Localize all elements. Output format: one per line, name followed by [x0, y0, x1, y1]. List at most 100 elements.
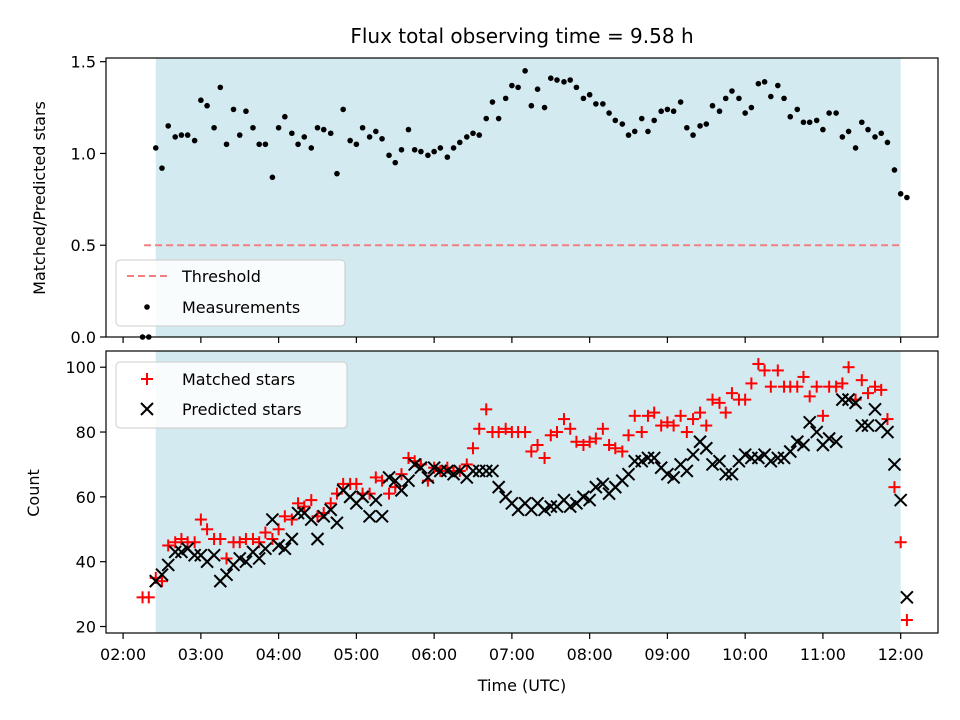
measurement-point: [787, 113, 794, 120]
matched-star-point: [259, 526, 272, 539]
predicted-star-point: [725, 467, 739, 481]
matched-star-point: [641, 409, 654, 422]
measurement-point: [684, 124, 690, 131]
measurement-point: [152, 145, 159, 151]
measurement-point: [709, 102, 716, 109]
predicted-star-point: [660, 467, 675, 481]
predicted-star-point: [446, 467, 461, 481]
x-tick-label: 09:00: [644, 645, 690, 664]
measurement-point: [586, 91, 593, 98]
measurement-point: [567, 77, 574, 83]
predicted-star-point: [285, 532, 299, 546]
matched-star-point: [745, 377, 758, 390]
measurement-point: [878, 130, 885, 137]
predicted-star-point: [187, 548, 202, 562]
predicted-star-point: [427, 460, 441, 475]
measurement-point: [716, 108, 723, 115]
legend-predicted-label: Predicted stars: [182, 400, 302, 419]
x-axis-label: Time (UTC): [477, 676, 566, 695]
predicted-star-point: [265, 512, 280, 527]
x-tick-label: 08:00: [567, 645, 613, 664]
matched-star-point: [525, 445, 538, 458]
measurement-point: [845, 128, 852, 135]
measurement-point: [347, 137, 353, 144]
top-plot-frame: [105, 57, 939, 338]
matched-star-point: [622, 429, 635, 442]
measurement-point: [839, 134, 846, 140]
measurement-point: [580, 95, 587, 102]
measurement-point: [418, 148, 424, 155]
matched-star-point: [305, 494, 318, 507]
measurement-point: [852, 145, 859, 151]
predicted-star-point: [705, 457, 720, 472]
matched-star-point: [719, 406, 732, 419]
bottom-plot-frame: [105, 350, 939, 634]
predicted-star-point: [440, 464, 455, 478]
measurement-point: [509, 82, 515, 89]
measurement-point: [690, 132, 696, 138]
top-y-ticks: 0.0 0.5 1.0 1.5: [71, 53, 106, 347]
measurement-point: [243, 108, 249, 115]
measurement-point: [456, 139, 463, 146]
predicted-star-point: [324, 503, 338, 517]
matched-star-point: [350, 477, 363, 490]
matched-star-point: [628, 409, 641, 422]
bottom-y-axis-label: Count: [24, 469, 43, 517]
predicted-star-point: [466, 464, 480, 478]
matched-star-point: [674, 409, 687, 422]
measurement-point: [327, 130, 334, 137]
predicted-star-point: [686, 448, 700, 462]
predicted-star-point: [712, 454, 727, 468]
matched-star-point: [739, 393, 752, 406]
predicted-star-point: [848, 396, 863, 410]
matched-star-point: [635, 426, 648, 439]
legend-measurements-label: Measurements: [182, 298, 300, 317]
matched-star-point: [531, 439, 544, 451]
predicted-star-point: [219, 567, 234, 582]
matched-star-point: [544, 429, 557, 442]
matched-star-point: [194, 513, 207, 526]
matched-star-point: [538, 451, 551, 464]
predicted-star-point: [647, 451, 661, 465]
top-legend-box: [115, 259, 346, 327]
matched-star-point: [725, 387, 738, 400]
measurement-point: [165, 123, 172, 129]
predicted-star-point: [382, 470, 396, 485]
matched-star-point: [655, 419, 668, 432]
bottom-legend-box: [115, 361, 348, 429]
matched-star-point: [706, 393, 719, 406]
measurement-point: [722, 95, 729, 102]
matched-star-point: [836, 377, 849, 390]
matched-star-point: [519, 426, 532, 439]
measurement-point: [625, 132, 632, 138]
measurement-point: [502, 95, 509, 102]
matched-star-point: [616, 445, 629, 458]
measurement-point: [289, 130, 295, 137]
measurement-point: [768, 93, 774, 100]
measurement-point: [800, 119, 807, 126]
matched-star-point: [661, 416, 674, 429]
matched-star-point: [233, 536, 246, 549]
matched-star-point: [214, 533, 227, 545]
matched-star-point: [589, 432, 602, 445]
predicted-star-point: [414, 460, 428, 475]
measurement-point: [670, 108, 677, 115]
measurement-point: [748, 104, 755, 111]
measurement-point: [204, 102, 210, 109]
matched-star-point: [583, 435, 596, 448]
measurement-point: [359, 124, 366, 131]
top-y-tick-label: 0.5: [71, 236, 96, 255]
matched-star-point: [473, 422, 486, 435]
matched-star-point: [830, 380, 843, 393]
bottom-y-ticks: 20 40 60 80 100: [65, 358, 106, 637]
matched-star-point: [596, 422, 609, 435]
matched-star-point: [460, 458, 473, 471]
measurement-point: [392, 159, 399, 166]
measurement-point: [275, 124, 282, 131]
measurement-point: [631, 128, 638, 135]
predicted-star-point: [809, 425, 824, 439]
predicted-star-point: [829, 435, 843, 449]
predicted-star-point: [790, 435, 804, 449]
matched-star-point: [764, 380, 777, 393]
